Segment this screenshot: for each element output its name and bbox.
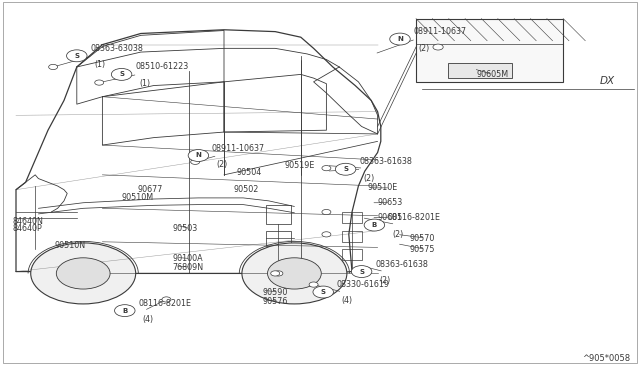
- Circle shape: [313, 286, 333, 298]
- Text: DX: DX: [599, 76, 614, 86]
- Circle shape: [309, 282, 318, 287]
- Circle shape: [390, 33, 410, 45]
- Circle shape: [188, 150, 209, 161]
- Text: S: S: [321, 289, 326, 295]
- Bar: [342, 249, 362, 260]
- Text: S: S: [74, 53, 79, 59]
- Circle shape: [274, 271, 283, 276]
- Bar: [448, 63, 512, 78]
- Text: B: B: [122, 308, 127, 314]
- Circle shape: [115, 305, 135, 317]
- Text: 90504: 90504: [237, 169, 262, 177]
- Text: 90519E: 90519E: [285, 161, 315, 170]
- Circle shape: [364, 219, 385, 231]
- Text: 84640P: 84640P: [13, 224, 42, 233]
- Text: (1): (1): [140, 79, 150, 88]
- Text: 08330-61619: 08330-61619: [337, 280, 390, 289]
- Circle shape: [49, 64, 58, 70]
- Text: 90605M: 90605M: [477, 70, 509, 79]
- Circle shape: [322, 166, 331, 171]
- Text: 90677: 90677: [138, 185, 163, 194]
- Text: (4): (4): [143, 315, 154, 324]
- Text: 84640N: 84640N: [13, 217, 44, 226]
- Text: 90510N: 90510N: [54, 241, 86, 250]
- Bar: [342, 231, 362, 242]
- Text: N: N: [397, 36, 403, 42]
- Circle shape: [95, 80, 104, 85]
- Circle shape: [271, 271, 280, 276]
- Text: 90575: 90575: [410, 245, 435, 254]
- Text: 90570: 90570: [410, 234, 435, 243]
- Text: 90510E: 90510E: [368, 183, 398, 192]
- Circle shape: [242, 243, 347, 304]
- Text: 08116-8201E: 08116-8201E: [138, 299, 191, 308]
- Text: 08911-10637: 08911-10637: [413, 27, 467, 36]
- Text: 90502: 90502: [234, 185, 259, 194]
- Circle shape: [191, 159, 200, 164]
- Text: 90653: 90653: [378, 198, 403, 207]
- Circle shape: [268, 258, 321, 289]
- Text: 08363-61638: 08363-61638: [359, 157, 412, 166]
- Circle shape: [351, 266, 372, 278]
- Text: 76809N: 76809N: [173, 263, 204, 272]
- Text: 90576: 90576: [262, 297, 288, 306]
- Text: (2): (2): [216, 160, 228, 169]
- Bar: [342, 212, 362, 223]
- Circle shape: [67, 50, 87, 62]
- Circle shape: [111, 68, 132, 80]
- Text: 08363-61638: 08363-61638: [375, 260, 428, 269]
- Circle shape: [335, 163, 356, 175]
- Circle shape: [322, 209, 331, 215]
- Text: 90510M: 90510M: [122, 193, 154, 202]
- Text: 08363-63038: 08363-63038: [90, 44, 143, 53]
- Text: (2): (2): [392, 230, 404, 238]
- Text: 08911-10637: 08911-10637: [212, 144, 265, 153]
- Text: B: B: [372, 222, 377, 228]
- Text: 90605: 90605: [378, 213, 403, 222]
- Circle shape: [433, 44, 444, 50]
- Text: 08510-61223: 08510-61223: [135, 62, 188, 71]
- Text: ^905*0058: ^905*0058: [582, 354, 630, 363]
- Text: 08116-8201E: 08116-8201E: [388, 213, 441, 222]
- Text: (2): (2): [380, 276, 391, 285]
- Bar: [266, 231, 291, 246]
- Bar: [266, 205, 291, 224]
- Text: (4): (4): [341, 296, 352, 305]
- Text: N: N: [195, 153, 202, 158]
- Text: S: S: [343, 166, 348, 172]
- Text: 90503: 90503: [173, 224, 198, 233]
- Text: S: S: [119, 71, 124, 77]
- Text: 90590: 90590: [262, 288, 288, 296]
- Text: S: S: [359, 269, 364, 275]
- Text: (2): (2): [418, 44, 429, 52]
- Text: (2): (2): [364, 174, 375, 183]
- Circle shape: [162, 297, 171, 302]
- Circle shape: [31, 243, 136, 304]
- Text: (1): (1): [95, 60, 106, 69]
- Circle shape: [322, 232, 331, 237]
- Text: 90100A: 90100A: [173, 254, 204, 263]
- Bar: [416, 19, 563, 82]
- Circle shape: [56, 258, 110, 289]
